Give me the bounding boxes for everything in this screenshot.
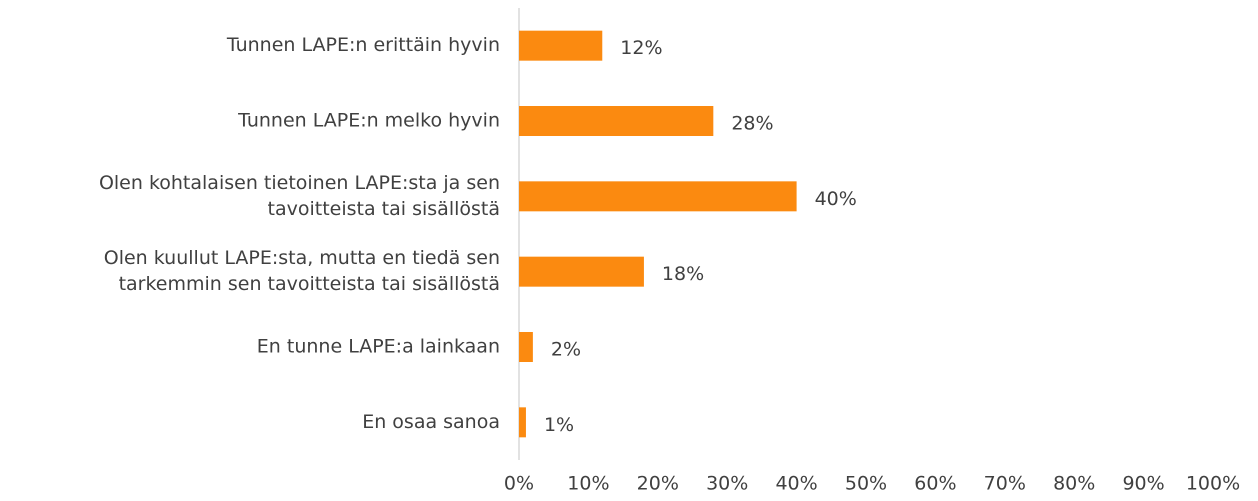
x-tick-label: 40% <box>775 473 817 495</box>
value-label: 28% <box>731 113 773 135</box>
x-tick-label: 90% <box>1122 473 1164 495</box>
bar <box>519 106 714 136</box>
x-tick-label: 0% <box>504 473 534 495</box>
y-tick-label: tavoitteista tai sisällöstä <box>268 198 500 220</box>
value-label: 18% <box>662 263 704 285</box>
y-tick-label: Olen kuullut LAPE:sta, mutta en tiedä se… <box>104 247 500 269</box>
x-tick-label: 50% <box>845 473 887 495</box>
x-tick-label: 80% <box>1053 473 1095 495</box>
x-tick-label: 100% <box>1186 473 1240 495</box>
value-label: 1% <box>544 414 574 436</box>
bar <box>519 407 526 438</box>
x-tick-label: 70% <box>984 473 1026 495</box>
y-tick-label: Tunnen LAPE:n erittäin hyvin <box>226 34 500 56</box>
bar <box>519 332 533 362</box>
y-tick-label: Tunnen LAPE:n melko hyvin <box>237 110 500 132</box>
value-label: 40% <box>815 188 857 210</box>
bar <box>519 256 644 287</box>
y-tick-label: Olen kohtalaisen tietoinen LAPE:sta ja s… <box>99 172 500 194</box>
x-tick-label: 10% <box>567 473 609 495</box>
y-tick-label: En osaa sanoa <box>362 411 500 433</box>
x-tick-label: 20% <box>637 473 679 495</box>
value-label: 2% <box>551 339 581 361</box>
x-tick-label: 30% <box>706 473 748 495</box>
value-label: 12% <box>620 37 662 59</box>
x-tick-label: 60% <box>914 473 956 495</box>
bar <box>519 181 797 212</box>
y-tick-label: En tunne LAPE:a lainkaan <box>257 336 500 358</box>
y-tick-label: tarkemmin sen tavoitteista tai sisällöst… <box>119 273 500 295</box>
bar <box>519 30 603 61</box>
